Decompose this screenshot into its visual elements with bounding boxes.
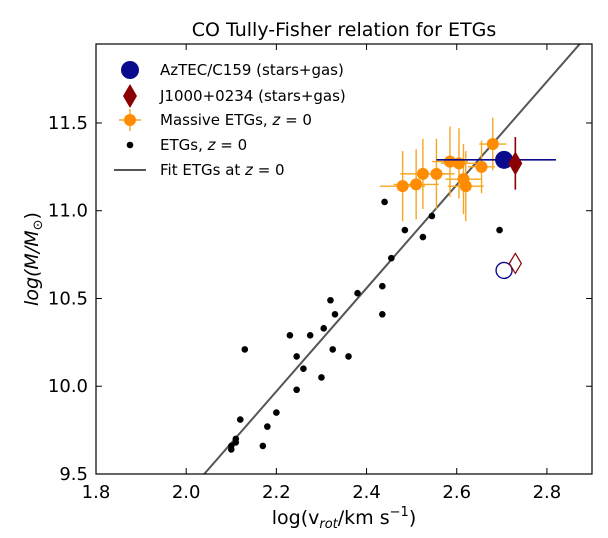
legend-label-fit: Fit ETGs at z = 0 bbox=[160, 161, 285, 179]
x-tick-label: 1.8 bbox=[82, 482, 111, 503]
massive-etg-point bbox=[410, 178, 423, 191]
j1000-open-point bbox=[508, 252, 523, 275]
etg-point bbox=[428, 212, 436, 220]
etg-point bbox=[306, 332, 314, 339]
etg-point bbox=[227, 442, 235, 450]
etg-point bbox=[388, 254, 395, 262]
x-tick-label: 2.2 bbox=[262, 482, 291, 503]
etg-point bbox=[318, 374, 325, 381]
etg-point bbox=[379, 310, 386, 318]
aztec-open-point bbox=[495, 261, 513, 280]
x-tick-label: 2.0 bbox=[172, 482, 201, 503]
legend-label-italic: z bbox=[271, 111, 281, 129]
etg-point bbox=[273, 409, 280, 416]
etg-point bbox=[286, 332, 294, 339]
fit-line bbox=[203, 44, 582, 474]
legend-etg-marker bbox=[126, 141, 134, 149]
etg-point bbox=[320, 325, 328, 332]
etg-point bbox=[379, 282, 386, 290]
plot-area bbox=[203, 44, 582, 474]
plot-frame bbox=[95, 43, 593, 475]
chart-title: CO Tully-Fisher relation for ETGs bbox=[192, 19, 497, 41]
etg-point bbox=[293, 386, 300, 394]
aztec-point bbox=[495, 150, 514, 169]
legend-label-pre: ETGs, bbox=[160, 136, 208, 154]
etg-point bbox=[241, 346, 249, 353]
etg-point bbox=[354, 289, 361, 297]
legend-label-text: J1000+0234 (stars+gas) bbox=[159, 87, 346, 105]
x-tick-label: 2.8 bbox=[533, 482, 562, 503]
x-tick-label: 2.6 bbox=[442, 482, 471, 503]
legend-label-post: = 0 bbox=[280, 111, 312, 129]
etg-point bbox=[331, 310, 339, 318]
legend-label-aztec: AzTEC/C159 (stars+gas) bbox=[160, 61, 344, 79]
y-tick-label: 9.5 bbox=[59, 464, 88, 485]
etg-point bbox=[345, 353, 352, 360]
massive-etg-point bbox=[430, 167, 443, 180]
etg-point bbox=[381, 198, 388, 206]
massive-etg-point bbox=[486, 138, 499, 151]
legend-aztec-marker bbox=[121, 61, 139, 79]
legend-label-j1000: J1000+0234 (stars+gas) bbox=[159, 87, 346, 105]
etg-point bbox=[264, 423, 271, 430]
etg-point bbox=[327, 296, 334, 304]
legend-label-post: = 0 bbox=[216, 136, 248, 154]
x-axis-label: log(vrot/km s−1) bbox=[272, 505, 416, 532]
etg-point bbox=[419, 233, 427, 241]
y-tick-label: 10.5 bbox=[48, 288, 88, 309]
legend-label-pre: Massive ETGs, bbox=[160, 111, 272, 129]
legend-label-massive-etg: Massive ETGs, z = 0 bbox=[160, 111, 312, 129]
etg-point bbox=[329, 346, 337, 353]
y-tick-label: 10.0 bbox=[48, 376, 88, 397]
massive-etg-point bbox=[459, 180, 472, 193]
y-axis-label: log(M/M⊙) bbox=[21, 212, 46, 306]
etg-point bbox=[259, 442, 267, 450]
y-tick-label: 11.5 bbox=[48, 113, 88, 134]
legend-label-text: AzTEC/C159 (stars+gas) bbox=[160, 61, 344, 79]
etg-point bbox=[293, 353, 300, 360]
legend-label-pre: Fit ETGs at bbox=[160, 161, 245, 179]
legend-j1000-marker bbox=[123, 84, 137, 108]
etg-point bbox=[236, 416, 244, 423]
y-tick-label: 11.0 bbox=[48, 201, 88, 222]
etg-point bbox=[232, 435, 240, 443]
legend-label-etg: ETGs, z = 0 bbox=[160, 136, 247, 154]
legend-massive-marker bbox=[124, 114, 136, 126]
massive-etg-point bbox=[475, 160, 488, 173]
legend: AzTEC/C159 (stars+gas) J1000+0234 (stars+… bbox=[114, 61, 346, 179]
massive-etg-point bbox=[416, 167, 429, 180]
legend-label-italic: z bbox=[244, 161, 254, 179]
massive-etg-point bbox=[443, 155, 456, 168]
x-tick-label: 2.4 bbox=[352, 482, 381, 503]
etg-point bbox=[496, 226, 503, 234]
legend-label-post: = 0 bbox=[253, 161, 285, 179]
etg-point bbox=[401, 226, 409, 234]
massive-etg-point bbox=[396, 180, 409, 193]
axis-ticks: 1.8 2.0 2.2 2.4 2.6 2.8 9.5 10.0 10.5 11.0 11.5 bbox=[48, 44, 592, 503]
j1000-point bbox=[508, 151, 523, 176]
etg-point bbox=[300, 365, 307, 372]
legend-label-italic: z bbox=[207, 136, 217, 154]
